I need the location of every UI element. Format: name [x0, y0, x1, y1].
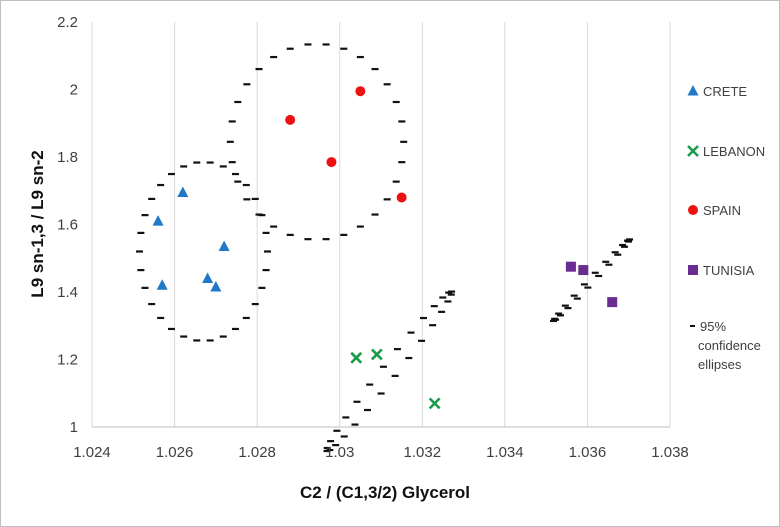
- legend-label-tunisia: TUNISIA: [703, 263, 755, 278]
- y-tick-label: 2: [70, 82, 78, 99]
- legend-label-ellipses: 95% confidence ellipses: [698, 319, 761, 372]
- axis-ticks: 1.024 1.026 1.028 1.03 1.032 1.034 1.036 1.038 1…: [57, 14, 689, 461]
- data-point-crete: [156, 279, 168, 290]
- x-marker-stroke: [370, 348, 383, 361]
- x-tick-label: 1.024: [73, 444, 111, 461]
- data-point-crete: [210, 280, 222, 292]
- x-tick-label: 1.03: [325, 444, 354, 461]
- x-tick-label: 1.028: [238, 444, 276, 461]
- grid-lines: [91, 22, 671, 428]
- data-point-crete: [152, 215, 164, 226]
- legend-marker-tunisia: [688, 265, 698, 275]
- y-tick-label: 1: [70, 419, 78, 436]
- x-marker-stroke: [350, 351, 363, 364]
- data-point-spain: [355, 86, 366, 97]
- legend-marker-spain: [688, 205, 698, 215]
- y-tick-label: 1.4: [57, 284, 78, 301]
- data-point-spain: [396, 192, 407, 203]
- data-points: [152, 86, 618, 410]
- x-tick-label: 1.032: [404, 444, 442, 461]
- legend-ellipse-line: 95%: [700, 319, 726, 334]
- x-tick-label: 1.038: [651, 444, 689, 461]
- data-point-crete: [218, 240, 230, 251]
- legend-label-lebanon: LEBANON: [703, 144, 765, 159]
- x-marker-stroke: [687, 145, 699, 157]
- y-tick-label: 2.2: [57, 14, 78, 31]
- data-point-crete: [202, 272, 214, 283]
- data-point-lebanon: [428, 397, 441, 410]
- x-tick-label: 1.036: [569, 444, 607, 461]
- legend-marker-lebanon: [687, 145, 699, 157]
- y-tick-label: 1.2: [57, 352, 78, 369]
- legend-label-spain: SPAIN: [703, 203, 741, 218]
- y-tick-label: 1.6: [57, 217, 78, 234]
- data-point-tunisia: [565, 261, 576, 272]
- data-point-spain: [285, 114, 296, 125]
- legend-ellipse-line: confidence: [698, 338, 761, 353]
- data-point-lebanon: [370, 348, 383, 361]
- data-point-tunisia: [607, 297, 618, 308]
- data-point-tunisia: [578, 265, 589, 276]
- legend-label-crete: CRETE: [703, 84, 747, 99]
- data-point-lebanon: [350, 351, 363, 364]
- y-tick-label: 1.8: [57, 149, 78, 166]
- confidence-ellipses: [135, 43, 634, 453]
- legend-ellipse-line: ellipses: [698, 357, 742, 372]
- y-axis-title: L9 sn-1,3 / L9 sn-2: [28, 150, 47, 297]
- data-point-crete: [177, 186, 189, 197]
- x-axis-title: C2 / (C1,3/2) Glycerol: [300, 483, 470, 502]
- x-tick-label: 1.034: [486, 444, 524, 461]
- legend-marker-crete: [687, 85, 699, 96]
- data-point-spain: [326, 157, 337, 168]
- x-marker-stroke: [428, 397, 441, 410]
- x-tick-label: 1.026: [156, 444, 194, 461]
- legend: CRETE LEBANON SPAIN TUNISIA 95% confidence ell…: [687, 84, 765, 372]
